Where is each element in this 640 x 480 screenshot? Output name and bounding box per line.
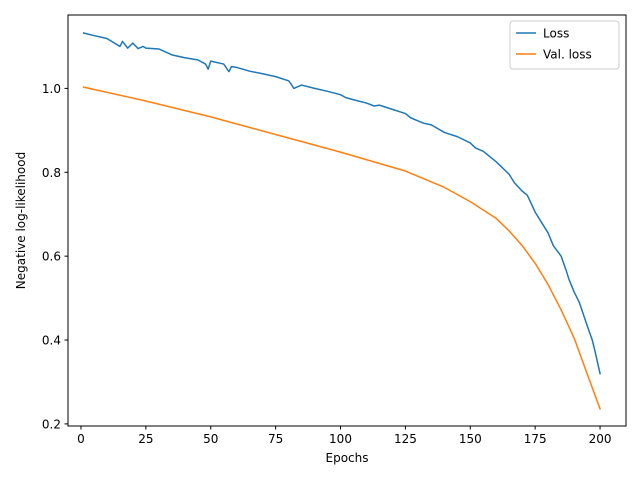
legend-label-0: Loss: [543, 27, 569, 41]
x-tick-label: 0: [77, 432, 85, 446]
x-tick-label: 25: [138, 432, 153, 446]
y-tick-label: 1.0: [42, 82, 61, 96]
y-tick-label: 0.8: [42, 166, 61, 180]
legend: Loss Val. loss: [509, 20, 620, 70]
y-tick-label: 0.4: [42, 334, 61, 348]
y-axis-label: Negative log-likelihood: [14, 152, 28, 289]
x-tick-label: 100: [329, 432, 352, 446]
series-layer: [82, 32, 602, 410]
axes-frame: [67, 14, 627, 427]
y-tick-label: 0.2: [42, 417, 61, 431]
y-axis: 0.2 0.4 0.6 0.8 1.0: [42, 82, 68, 431]
x-tick-label: 200: [589, 432, 612, 446]
x-tick-label: 125: [394, 432, 417, 446]
series-line-0: [82, 32, 601, 375]
x-tick-label: 175: [524, 432, 547, 446]
legend-label-1: Val. loss: [543, 48, 592, 62]
y-tick-label: 0.6: [42, 250, 61, 264]
x-tick-label: 50: [203, 432, 218, 446]
x-tick-label: 75: [268, 432, 283, 446]
legend-box: [509, 20, 620, 70]
x-axis: 0 25 50 75 100 125 150 175 200: [77, 426, 611, 446]
x-axis-label: Epochs: [326, 451, 369, 465]
series-line-1: [82, 86, 602, 410]
x-tick-label: 150: [459, 432, 482, 446]
